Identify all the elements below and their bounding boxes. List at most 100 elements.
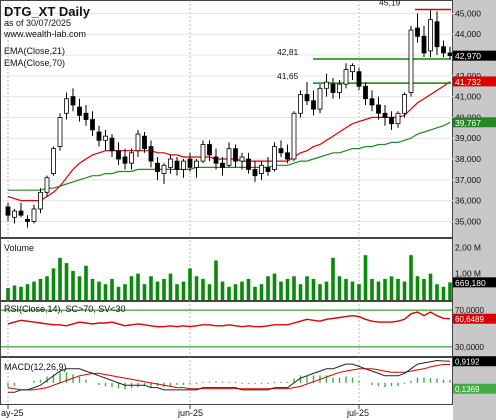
- volume-bar: [136, 273, 140, 300]
- chart-title: DTG_XT Daily: [4, 4, 90, 19]
- vol-pane-border: [0, 238, 453, 301]
- candle-body: [77, 106, 82, 116]
- ema70-value-label: 39,767: [455, 118, 481, 128]
- ema21-value-label: 41,732: [455, 77, 481, 87]
- candle-body: [363, 85, 368, 100]
- candle-body: [148, 146, 154, 162]
- candle-body: [376, 104, 381, 114]
- volume-axis-label: 1,00 M: [455, 269, 481, 279]
- candle-body: [220, 162, 225, 168]
- volume-bar: [58, 257, 62, 300]
- candle-body: [343, 69, 349, 85]
- volume-bar: [415, 276, 420, 300]
- volume-bar: [376, 281, 381, 300]
- macd-line: [8, 359, 451, 393]
- candle-body: [239, 156, 245, 162]
- volume-bar: [441, 286, 446, 300]
- price-tick-label: 42,000: [455, 71, 481, 81]
- candle-body: [207, 144, 212, 156]
- volume-bar: [324, 281, 329, 300]
- macd-hist-label: 0,1369: [455, 385, 480, 394]
- volume-bar: [201, 278, 205, 300]
- volume-bar: [383, 278, 387, 300]
- rsi-pane: [1, 309, 453, 348]
- volume-bar: [350, 281, 355, 300]
- candle-body: [161, 164, 167, 174]
- volume-bar: [32, 281, 36, 300]
- ema70-line: [8, 121, 451, 191]
- volume-bar: [448, 282, 452, 300]
- x-axis-label: ay-25: [1, 408, 24, 418]
- candle-body: [18, 210, 24, 216]
- candle-body: [51, 148, 56, 174]
- candle-body: [291, 112, 297, 160]
- rsi-last-label: 60,6489: [455, 315, 484, 324]
- volume-bar: [435, 284, 439, 300]
- candle-body: [304, 94, 310, 102]
- candle-body: [298, 94, 303, 114]
- candle-body: [31, 208, 37, 222]
- rsi-line: [7, 311, 451, 328]
- x-axis-label: jul-25: [346, 408, 369, 418]
- volume-bar: [246, 278, 251, 300]
- candle-body: [64, 98, 69, 114]
- candle-body: [447, 52, 453, 57]
- last-price-label: 42,970: [455, 51, 481, 61]
- candle-body: [382, 112, 388, 118]
- rsi-axis-label: 70,0000: [455, 306, 484, 315]
- volume-bar: [194, 276, 199, 300]
- candle-body: [96, 131, 102, 141]
- candle-body: [441, 46, 446, 54]
- macd-last-tag: [453, 356, 496, 367]
- price-tick-label: 38,000: [455, 154, 481, 164]
- candle-body: [285, 152, 290, 160]
- volume-bar: [292, 276, 296, 300]
- volume-last-tag: [453, 277, 496, 288]
- pane-frames: ay-25 jun-25 jul-25: [0, 0, 453, 418]
- candle-body: [168, 158, 173, 168]
- candle-body: [350, 65, 355, 73]
- candle-body: [265, 166, 271, 172]
- rsi-label: RSI(Close,14), SC>70, SV<30: [4, 304, 126, 314]
- candle-body: [311, 100, 316, 110]
- candle-body: [415, 27, 420, 37]
- volume-bar: [402, 281, 407, 300]
- rsi-pane-border: [0, 301, 453, 357]
- volume-bar: [110, 278, 114, 300]
- candle-body: [142, 135, 147, 150]
- candle-body: [395, 112, 401, 125]
- volume-last-label: 669,180: [455, 278, 486, 288]
- volume-bar: [214, 260, 218, 300]
- volume-pane: [6, 255, 452, 300]
- volume-bar: [38, 278, 43, 300]
- candle-body: [90, 119, 95, 131]
- candle-body: [12, 210, 17, 218]
- volume-bar: [298, 284, 303, 300]
- candle-body: [155, 162, 160, 172]
- candle-body: [122, 156, 128, 164]
- volume-bar: [422, 278, 426, 300]
- ema21-value-label-tag: [453, 76, 496, 87]
- volume-bar: [103, 284, 108, 300]
- volume-bar: [6, 288, 10, 300]
- volume-bar: [428, 273, 433, 300]
- candle-body: [174, 160, 180, 170]
- price-tick-label: 35,000: [455, 216, 481, 226]
- volume-bar: [318, 284, 322, 300]
- candle-body: [200, 144, 206, 162]
- volume-bar: [77, 276, 82, 300]
- volume-bar: [123, 284, 127, 300]
- level-label: 45,19: [379, 0, 401, 7]
- volume-bar: [233, 284, 238, 300]
- price-pane-border: [0, 0, 453, 238]
- volume-bar: [116, 286, 121, 300]
- volume-bar: [253, 286, 257, 300]
- price-tick-label: 41,000: [455, 92, 481, 102]
- volume-bar: [272, 273, 277, 300]
- candle-body: [259, 164, 264, 174]
- candle-body: [226, 148, 232, 166]
- ema21-label: EMA(Close,21): [4, 46, 66, 56]
- volume-bar: [168, 273, 173, 300]
- macd-signal-line: [7, 364, 450, 391]
